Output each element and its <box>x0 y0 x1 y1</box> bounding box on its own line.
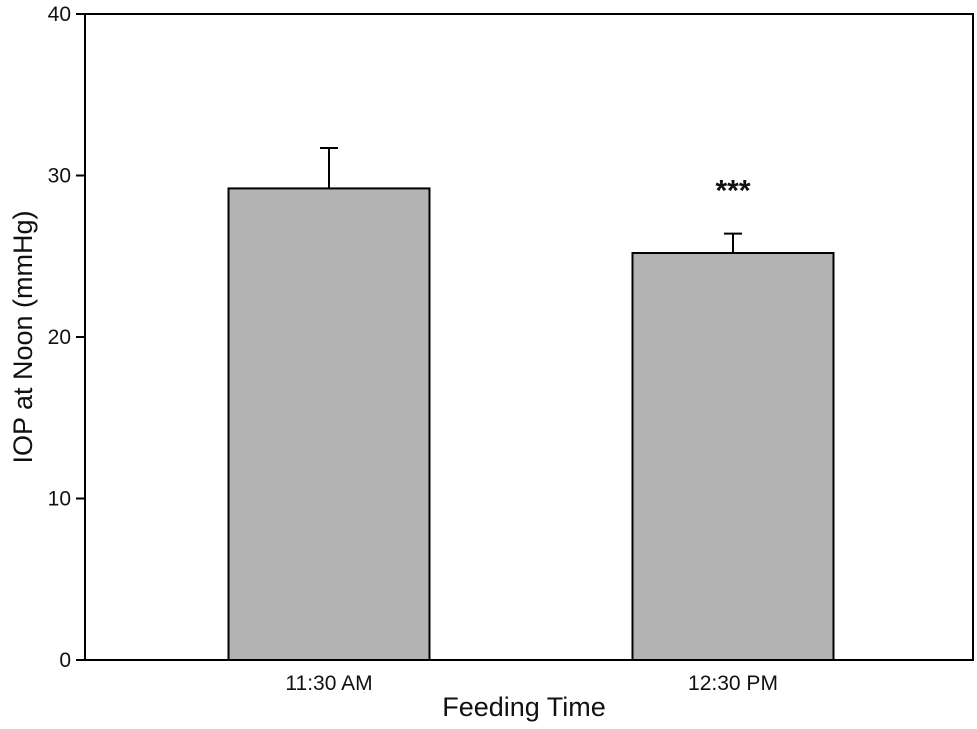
y-tick-label: 0 <box>59 649 71 672</box>
x-tick-label: 12:30 PM <box>688 672 778 695</box>
y-tick-label: 30 <box>48 165 71 188</box>
significance-annotation: *** <box>715 175 750 208</box>
y-tick-label: 40 <box>48 3 71 26</box>
y-axis-title: IOP at Noon (mmHg) <box>8 210 38 463</box>
y-tick-label: 10 <box>48 488 71 511</box>
plot-frame <box>84 13 974 661</box>
y-tick-label: 20 <box>48 326 71 349</box>
bar <box>227 187 431 661</box>
bar <box>631 252 835 662</box>
x-tick-label: 11:30 AM <box>285 672 372 695</box>
x-axis-title: Feeding Time <box>442 692 606 722</box>
